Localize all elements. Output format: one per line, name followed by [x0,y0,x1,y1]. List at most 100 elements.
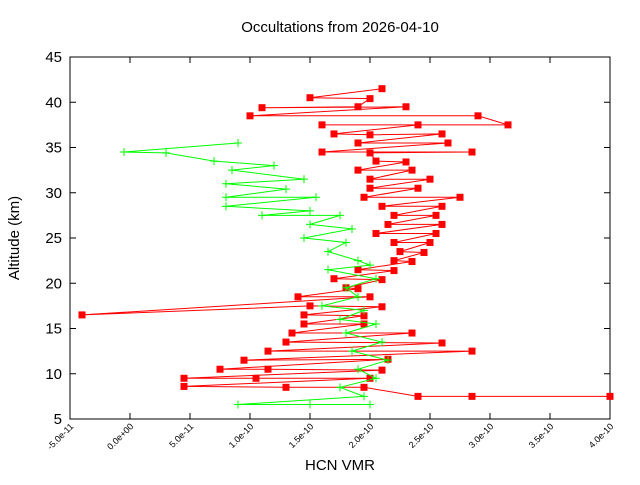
data-point [414,392,422,400]
x-tick-label: 2.0e-10 [347,421,376,450]
data-point [378,303,386,311]
data-point [438,202,446,210]
data-point [378,366,386,374]
data-point [222,179,230,188]
data-point [258,104,266,112]
data-point [240,356,248,364]
data-point [222,202,230,211]
data-point [468,347,476,355]
data-point [408,258,416,266]
data-point [372,319,380,328]
data-point [360,312,368,320]
data-point [426,175,434,183]
data-point [360,383,368,391]
data-point [306,220,314,229]
data-point [426,239,434,247]
y-tick-label: 15 [45,321,62,338]
data-point [438,339,446,347]
y-tick-label: 20 [45,275,62,292]
x-tick-label: 5.0e-11 [167,421,195,449]
y-tick-label: 35 [45,140,62,157]
data-point [342,283,350,292]
data-point [390,257,398,265]
data-point [288,329,296,337]
data-point [354,285,362,293]
data-point [360,193,368,201]
data-point [210,157,218,166]
data-point [354,103,362,111]
data-point [180,374,188,382]
data-point [336,383,344,392]
data-point [270,161,278,170]
data-point [264,347,272,355]
x-tick-label: 3.0e-10 [467,421,496,450]
x-tick-label: 2.5e-10 [407,421,436,450]
data-point [390,239,398,247]
x-tick-label: 4.0e-10 [587,421,616,450]
data-point [420,248,428,256]
data-point [378,276,386,284]
data-point [354,292,362,301]
x-axis-label: HCN VMR [305,457,375,474]
data-point [336,211,344,220]
data-point [378,338,386,347]
data-point [300,234,308,242]
data-point [432,229,440,237]
data-point [408,166,416,174]
data-point [282,383,290,391]
data-point [234,138,242,147]
data-point [384,220,392,228]
data-point [216,365,224,373]
data-point [378,85,386,93]
data-point [444,139,452,147]
data-point [372,229,380,237]
data-point [348,224,356,233]
data-point [246,112,254,120]
data-point [252,374,260,382]
series-0 [78,85,614,400]
data-point [120,148,128,157]
y-tick-label: 10 [45,366,62,383]
data-point [438,220,446,228]
data-point [318,148,326,156]
data-point [318,301,326,310]
data-point [504,121,512,129]
data-point [354,166,362,174]
x-tick-label: 3.5e-10 [527,421,556,450]
data-point [372,274,380,283]
data-point [390,211,398,219]
data-point [360,320,368,328]
data-point [474,112,482,120]
data-point [372,374,380,383]
series-1 [120,138,392,409]
data-point [300,175,308,184]
data-point [354,139,362,147]
data-point [348,347,356,356]
data-point [234,400,242,409]
data-point [414,121,422,129]
data-point [360,392,368,401]
data-point [324,247,332,256]
data-point [384,356,392,365]
series-line [123,142,390,405]
data-point [336,315,344,324]
data-point [264,365,272,373]
data-point [402,158,410,166]
y-tick-label: 40 [45,94,62,111]
y-tick-label: 45 [45,49,62,66]
data-point [366,175,374,183]
data-point [318,121,326,129]
data-point [354,365,362,374]
y-axis-label: Altitude (km) [6,196,23,280]
data-point [78,311,86,319]
data-point [330,275,338,283]
data-point [372,157,380,165]
data-point [360,306,368,315]
data-point [468,392,476,400]
y-tick-label: 5 [54,411,62,428]
data-point [432,211,440,219]
data-point [306,302,314,310]
data-point [306,94,314,102]
data-point [366,293,374,301]
